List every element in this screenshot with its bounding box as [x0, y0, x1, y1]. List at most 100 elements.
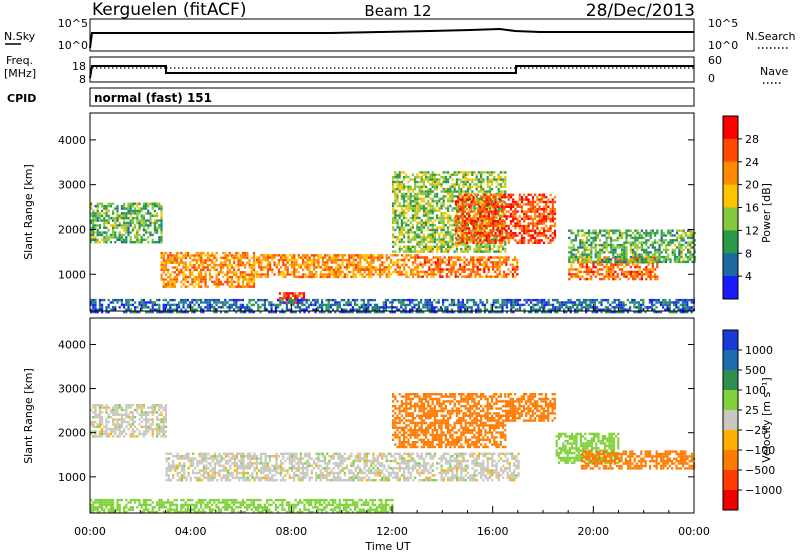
heatmap-cell: [487, 232, 491, 235]
heatmap-cell: [431, 233, 434, 236]
heatmap-cell: [504, 202, 507, 205]
heatmap-cell: [145, 212, 148, 215]
heatmap-cell: [643, 251, 646, 254]
heatmap-cell: [453, 310, 456, 314]
heatmap-cell: [160, 231, 163, 234]
heatmap-cell: [472, 265, 475, 269]
heatmap-cell: [291, 266, 294, 269]
heatmap-cell: [640, 255, 643, 259]
heatmap-cell: [542, 208, 546, 211]
heatmap-cell: [407, 238, 410, 241]
heatmap-cell: [493, 197, 496, 200]
heatmap-cell: [447, 171, 450, 174]
heatmap-cell: [323, 303, 326, 307]
heatmap-cell: [505, 306, 508, 309]
heatmap-cell: [228, 308, 231, 311]
heatmap-cell: [405, 263, 408, 267]
heatmap-cell: [494, 265, 497, 269]
heatmap-cell: [457, 298, 460, 302]
heatmap-cell: [379, 256, 382, 259]
heatmap-cell: [90, 308, 93, 311]
heatmap-cell: [303, 310, 306, 314]
heatmap-cell: [105, 226, 108, 229]
heatmap-cell: [440, 185, 443, 188]
heatmap-cell: [409, 256, 412, 259]
heatmap-cell: [623, 275, 626, 278]
heatmap-cell: [594, 270, 597, 274]
heatmap-cell: [496, 261, 499, 264]
heatmap-cell: [553, 229, 557, 232]
heatmap-cell: [497, 207, 500, 210]
heatmap-cell: [411, 306, 414, 309]
heatmap-cell: [536, 196, 539, 199]
heatmap-cell: [504, 185, 507, 188]
nsearch-label: N.Search: [746, 30, 796, 43]
heatmap-cell: [291, 256, 294, 259]
heatmap-cell: [326, 261, 329, 264]
heatmap-cell: [418, 171, 421, 174]
heatmap-cell: [288, 308, 291, 311]
heatmap-cell: [142, 229, 145, 232]
heatmap-cell: [547, 212, 550, 216]
heatmap-cell: [167, 275, 170, 279]
heatmap-cell: [547, 298, 550, 302]
heatmap-cell: [468, 229, 471, 232]
heatmap-cell: [645, 277, 648, 281]
heatmap-cell: [531, 222, 535, 225]
heatmap-cell: [411, 226, 414, 229]
heatmap-cell: [536, 310, 539, 314]
heatmap-cell: [477, 310, 480, 314]
heatmap-cell: [429, 216, 432, 220]
heatmap-cell: [402, 298, 405, 302]
heatmap-cell: [244, 285, 247, 288]
heatmap-cell: [629, 248, 632, 252]
heatmap-cell: [607, 236, 610, 240]
heatmap-cell: [435, 301, 438, 304]
heatmap-cell: [647, 239, 650, 242]
heatmap-cell: [134, 301, 137, 304]
heatmap-cell: [514, 234, 517, 237]
heatmap-cell: [527, 200, 530, 204]
heatmap-cell: [530, 301, 533, 304]
heatmap-cell: [455, 173, 458, 176]
heatmap-cell: [596, 234, 599, 237]
heatmap-cell: [392, 236, 395, 239]
heatmap-cell: [560, 303, 563, 307]
heatmap-cell: [554, 310, 557, 314]
heatmap-cell: [472, 229, 475, 232]
heatmap-cell: [403, 183, 406, 186]
heatmap-cell: [418, 221, 421, 224]
heatmap-cell: [485, 196, 488, 199]
heatmap-cell: [292, 301, 295, 304]
heatmap-cell: [458, 171, 461, 174]
heatmap-cell: [281, 301, 284, 304]
heatmap-cell: [485, 203, 488, 206]
heatmap-cell: [623, 273, 626, 276]
heatmap-cell: [529, 210, 532, 213]
heatmap-cell: [140, 221, 143, 225]
heatmap-cell: [509, 203, 513, 206]
heatmap-cell: [498, 273, 501, 276]
heatmap-cell: [472, 261, 475, 264]
heatmap-cell: [634, 258, 637, 261]
heatmap-cell: [307, 298, 310, 302]
heatmap-cell: [462, 171, 465, 174]
heatmap-cell: [627, 229, 630, 232]
heatmap-cell: [532, 306, 535, 309]
heatmap-cell: [658, 248, 661, 252]
heatmap-cell: [607, 229, 610, 232]
heatmap-cell: [492, 227, 495, 230]
heatmap-cell: [493, 178, 496, 181]
heatmap-cell: [127, 224, 130, 227]
heatmap-cell: [511, 273, 514, 276]
heatmap-cell: [588, 229, 591, 232]
heatmap-cell: [228, 275, 231, 279]
heatmap-cell: [415, 310, 418, 314]
heatmap-cell: [310, 301, 313, 304]
heatmap-cell: [217, 306, 220, 309]
heatmap-cell: [516, 258, 519, 262]
heatmap-cell: [543, 306, 546, 309]
heatmap-cell: [636, 258, 639, 262]
heatmap-cell: [405, 231, 408, 234]
heatmap-cell: [426, 256, 429, 259]
